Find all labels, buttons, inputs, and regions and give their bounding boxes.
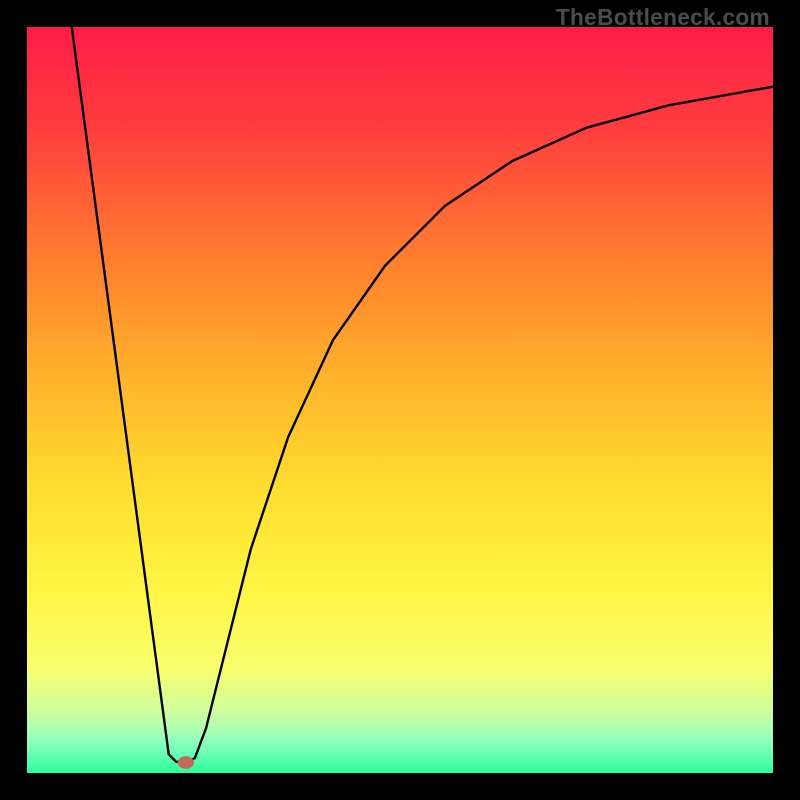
bottleneck-curve <box>72 27 773 762</box>
watermark-text: TheBottleneck.com <box>556 4 770 31</box>
chart-frame: TheBottleneck.com <box>0 0 800 800</box>
plot-area <box>27 27 773 773</box>
minimum-marker <box>178 756 194 769</box>
curve-layer <box>27 27 773 773</box>
